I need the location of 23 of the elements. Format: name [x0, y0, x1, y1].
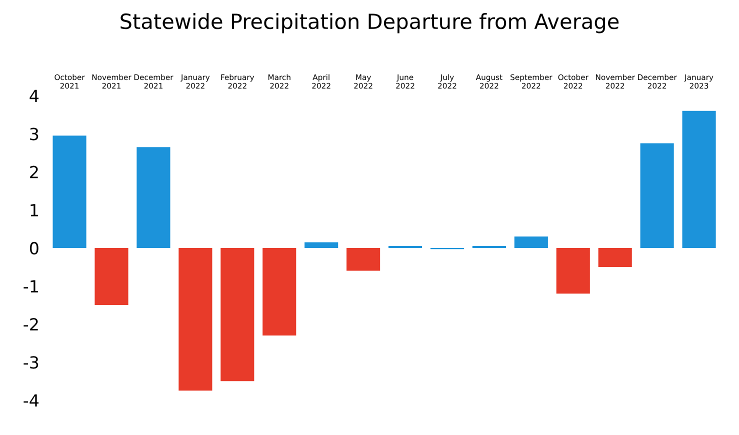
y-tick-label: -4 [24, 394, 39, 407]
bar [640, 143, 674, 248]
y-tick-label: -3 [24, 356, 38, 369]
bar [262, 248, 296, 336]
bar [598, 248, 632, 267]
bar [52, 136, 86, 248]
bar [220, 248, 254, 382]
y-tick-label: -1 [24, 280, 38, 292]
bar [304, 242, 338, 248]
y-tick-label: 1 [30, 204, 38, 216]
y-tick-label: 4 [30, 90, 39, 102]
bar [682, 110, 716, 248]
bar [136, 147, 170, 248]
bar [178, 248, 212, 391]
chart-title: Statewide Precipitation Departure from Average [120, 13, 619, 34]
y-tick-label: 0 [30, 242, 38, 255]
y-tick-label: 3 [30, 128, 38, 140]
y-tick-label: -2 [24, 318, 38, 330]
bar [556, 248, 590, 294]
bar [94, 248, 128, 306]
bar [514, 236, 548, 248]
y-tick-label: 2 [30, 166, 38, 178]
bar [346, 248, 380, 271]
